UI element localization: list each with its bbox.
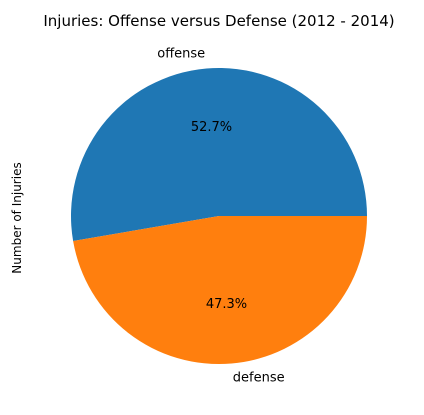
pie-slice-offense [71, 68, 367, 241]
slice-label-offense: offense [157, 46, 205, 61]
pie-labels: offense 52.7% defense 47.3% [157, 46, 284, 385]
y-axis-label: Number of Injuries [10, 162, 24, 273]
slice-percent-defense: 47.3% [206, 297, 247, 312]
slice-percent-offense: 52.7% [191, 120, 232, 135]
pie-slices [71, 68, 368, 365]
slice-label-defense: defense [233, 371, 285, 386]
chart-title: Injuries: Offense versus Defense (2012 -… [43, 12, 394, 30]
pie-slice-defense [73, 216, 368, 365]
